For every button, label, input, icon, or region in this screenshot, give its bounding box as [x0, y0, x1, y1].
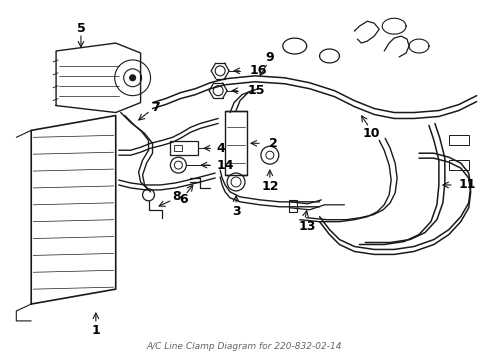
- Bar: [448, 135, 468, 145]
- Bar: [170, 141, 198, 155]
- Text: 1: 1: [91, 324, 100, 337]
- Circle shape: [142, 189, 154, 201]
- Text: 11: 11: [458, 179, 475, 192]
- Text: 16: 16: [249, 64, 267, 77]
- Text: 10: 10: [362, 127, 379, 140]
- Bar: [224, 111, 246, 175]
- Bar: [174, 145, 182, 151]
- Bar: [288, 200, 296, 212]
- Text: 4: 4: [216, 142, 224, 155]
- Circle shape: [123, 69, 142, 87]
- Text: 8: 8: [172, 190, 181, 203]
- Text: 9: 9: [265, 51, 274, 64]
- Circle shape: [170, 157, 186, 173]
- Circle shape: [226, 173, 244, 191]
- Text: 12: 12: [261, 180, 278, 193]
- Circle shape: [215, 66, 224, 76]
- Text: 14: 14: [216, 159, 233, 172]
- Text: A/C Line Clamp Diagram for 220-832-02-14: A/C Line Clamp Diagram for 220-832-02-14: [146, 342, 341, 351]
- Bar: [448, 160, 468, 170]
- Text: 7: 7: [151, 101, 160, 114]
- Text: 6: 6: [179, 193, 187, 206]
- Circle shape: [174, 161, 182, 169]
- Circle shape: [129, 75, 135, 81]
- Text: 15: 15: [247, 84, 265, 97]
- Circle shape: [261, 146, 278, 164]
- Circle shape: [231, 177, 241, 187]
- Text: 2: 2: [268, 137, 277, 150]
- Circle shape: [265, 151, 273, 159]
- Text: 5: 5: [77, 22, 85, 35]
- Circle shape: [213, 86, 223, 96]
- Text: 3: 3: [231, 205, 240, 218]
- Circle shape: [115, 60, 150, 96]
- Text: 13: 13: [298, 220, 316, 233]
